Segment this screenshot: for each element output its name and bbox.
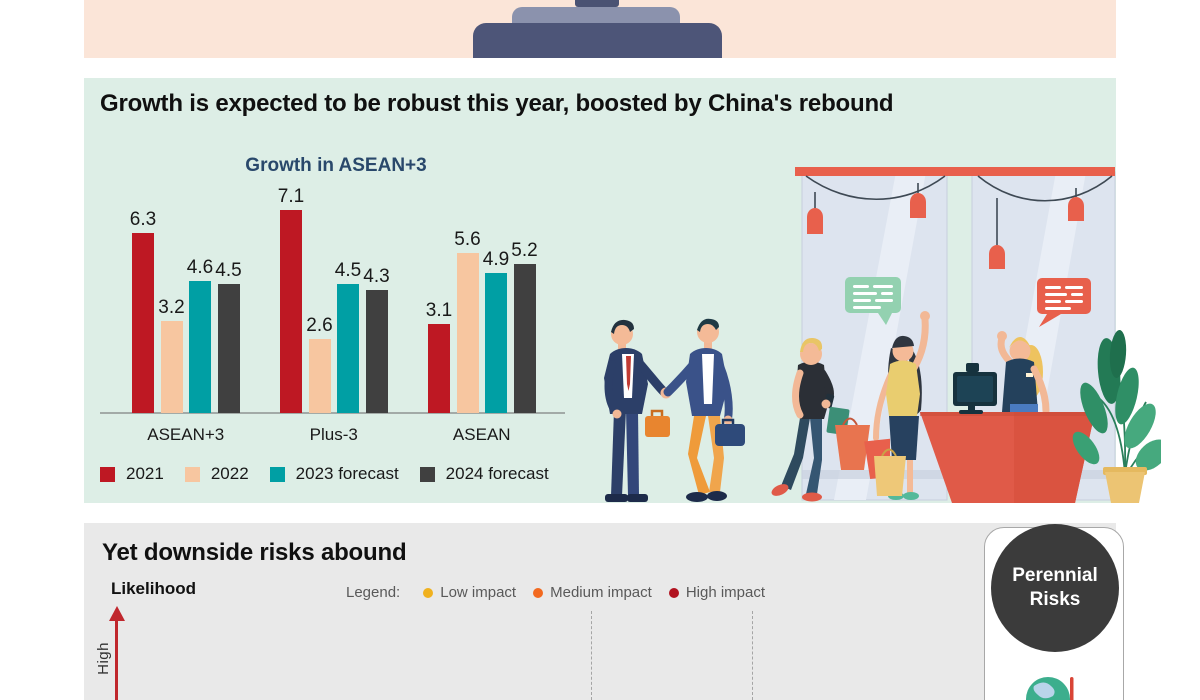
likelihood-high-label: High [95, 642, 112, 675]
perennial-risks-panel: Perennial Risks [984, 524, 1124, 700]
bar-value-label: 7.1 [277, 186, 305, 207]
chart-title: Growth in ASEAN+3 [245, 155, 427, 176]
legend-label: 2024 forecast [445, 464, 549, 483]
bar-2022-Plus-3 [308, 339, 331, 413]
chart-legend: 2021 2022 2023 forecast 2024 forecast [100, 464, 549, 484]
perennial-risks-line2: Risks [1029, 589, 1081, 610]
impact-label: Medium impact [550, 584, 652, 601]
bar-value-label: 6.3 [129, 209, 157, 230]
growth-section-title: Growth is expected to be robust this yea… [100, 90, 894, 117]
shopper-man-figure [771, 337, 835, 502]
briefcase-navy-icon [715, 418, 745, 446]
impact-label: Low impact [440, 584, 517, 601]
growth-section: Growth is expected to be robust this yea… [84, 78, 1161, 503]
category-label: ASEAN [452, 425, 511, 444]
legend-swatch-icon [419, 466, 435, 482]
chart-x-axis [100, 412, 565, 414]
likelihood-arrow-head [109, 606, 125, 621]
potted-plant-icon [1072, 330, 1161, 503]
bar-2022-ASEAN [456, 253, 479, 413]
bar-2022-ASEANplus3 [160, 321, 183, 413]
impact-legend: Legend: Low impact Medium impact High impa… [346, 584, 765, 601]
impact-legend-title: Legend: [346, 584, 401, 601]
bar-value-label: 4.5 [334, 260, 362, 281]
bar-value-label: 5.2 [511, 240, 538, 261]
bar-2023-forecast-ASEAN [485, 273, 507, 413]
computer-monitor-icon [953, 363, 997, 414]
bar-value-label: 2.6 [306, 315, 333, 336]
chart-legend-item: 2021 [100, 464, 164, 484]
receptionist-figure [997, 331, 1050, 415]
legend-swatch-icon [100, 466, 115, 482]
matrix-dashed-line-2 [752, 611, 753, 700]
briefcase-orange-icon [645, 409, 670, 437]
impact-legend-item: High impact [668, 584, 766, 601]
chart-legend-item: 2024 forecast [419, 464, 549, 484]
legend-swatch-icon [269, 466, 285, 482]
likelihood-arrow-line [115, 620, 118, 700]
bar-2021-Plus-3 [280, 210, 302, 413]
pendant-lamp-icons [807, 193, 1084, 269]
speech-bubble-orange [1037, 278, 1091, 327]
legend-swatch-icon [184, 466, 200, 482]
shopper-woman-figure [873, 311, 930, 500]
bar-2021-ASEANplus3 [132, 233, 154, 413]
businessman-1-figure [604, 319, 669, 502]
risks-section-title: Yet downside risks abound [102, 539, 407, 566]
matrix-dashed-line-1 [591, 611, 592, 700]
storefront-top-bar [795, 167, 1115, 176]
legend-label: 2023 forecast [295, 464, 399, 483]
top-banner [84, 0, 1116, 58]
risks-section: Yet downside risks abound Likelihood Hig… [84, 523, 1124, 700]
bar-2023-forecast-Plus-3 [337, 284, 359, 413]
bar-2024-forecast-ASEAN [513, 264, 536, 413]
impact-dot-icon [533, 587, 544, 598]
bar-value-label: 3.2 [158, 297, 185, 318]
impact-legend-item: Low impact [423, 584, 516, 601]
podium-icon [473, 0, 722, 58]
businessman-2-figure [663, 318, 733, 502]
shopping-bags-man [826, 406, 870, 470]
bar-value-label: 4.5 [215, 260, 242, 281]
impact-dot-icon [668, 587, 679, 598]
speech-bubble-green [845, 277, 901, 325]
storefront-illustration [604, 167, 1161, 503]
shopping-bags-woman [864, 438, 906, 496]
lamp-cords [805, 175, 1113, 245]
category-label: Plus-3 [309, 425, 358, 444]
category-label: ASEAN+3 [147, 425, 225, 444]
bar-2021-ASEAN [428, 324, 450, 413]
bar-value-label: 4.6 [186, 257, 214, 278]
impact-label: High impact [685, 584, 766, 601]
bar-value-label: 3.1 [425, 300, 453, 321]
likelihood-axis-label: Likelihood [111, 579, 196, 598]
bar-2024-forecast-Plus-3 [365, 290, 388, 413]
legend-label: 2022 [210, 464, 249, 483]
chart-legend-item: 2022 [184, 464, 249, 484]
bar-value-label: 5.6 [454, 229, 481, 250]
perennial-risks-line1: Perennial [1012, 565, 1098, 586]
impact-dot-icon [423, 587, 434, 598]
perennial-risks-badge: Perennial Risks [991, 524, 1119, 652]
globe-thermometer-icon [1026, 677, 1074, 700]
bar-value-label: 4.9 [482, 249, 510, 270]
bar-2024-forecast-ASEANplus3 [217, 284, 240, 413]
growth-bar-chart: Growth in ASEAN+3 ASEAN+3 Plus-3 ASEAN 6.3 7… [84, 78, 604, 503]
bar-value-label: 4.3 [363, 266, 390, 287]
impact-legend-item: Medium impact [533, 584, 652, 601]
chart-legend-item: 2023 forecast [269, 464, 399, 484]
bar-2023-forecast-ASEANplus3 [189, 281, 211, 413]
legend-label: 2021 [126, 464, 164, 483]
